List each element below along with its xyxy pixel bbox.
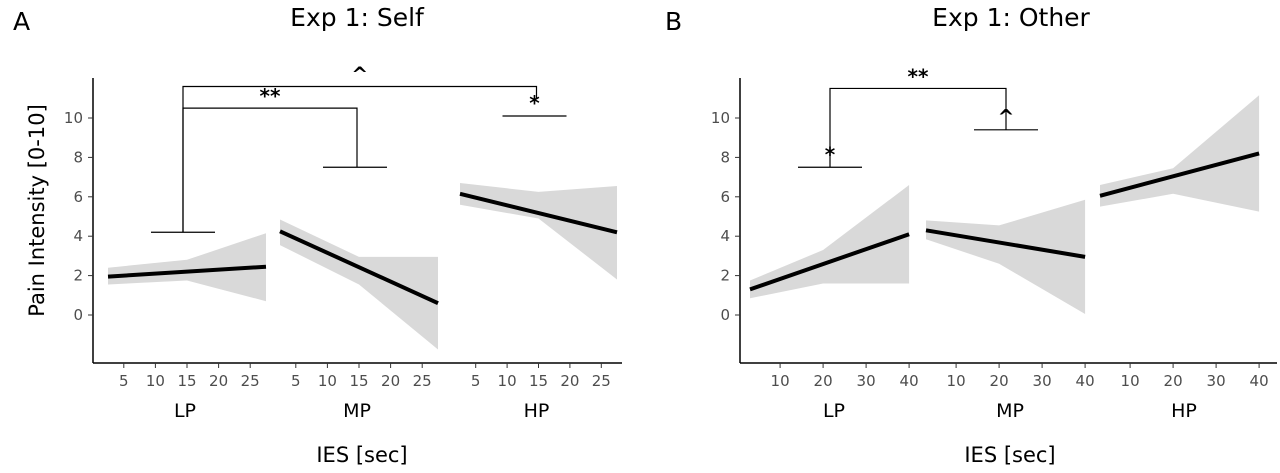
panel-letter: B bbox=[665, 7, 682, 36]
significance-label: ^ bbox=[998, 105, 1015, 129]
x-tick-label: 10 bbox=[947, 372, 966, 390]
confidence-band-hp bbox=[1100, 95, 1260, 212]
significance-bracket bbox=[182, 85, 538, 233]
group-label-hp: HP bbox=[1171, 400, 1197, 422]
confidence-band-mp bbox=[926, 199, 1086, 314]
x-tick-label: 20 bbox=[1164, 372, 1183, 390]
x-tick-label: 30 bbox=[1033, 372, 1052, 390]
x-tick-label: 5 bbox=[471, 372, 481, 390]
group-label-lp: LP bbox=[823, 400, 845, 422]
y-tick-label: 4 bbox=[73, 227, 83, 245]
y-tick-label: 8 bbox=[720, 148, 730, 166]
panel-title: Exp 1: Other bbox=[932, 3, 1090, 32]
significance-bracket bbox=[829, 87, 1007, 168]
x-tick-label: 40 bbox=[1250, 372, 1269, 390]
x-tick-label: 30 bbox=[1207, 372, 1226, 390]
x-tick-label: 20 bbox=[560, 372, 579, 390]
y-tick-label: 0 bbox=[73, 306, 83, 324]
x-axis-label: IES [sec] bbox=[316, 443, 407, 467]
y-tick-label: 2 bbox=[73, 267, 83, 285]
y-tick-label: 8 bbox=[73, 148, 83, 166]
confidence-band-mp bbox=[280, 219, 438, 350]
confidence-band-lp bbox=[750, 185, 910, 299]
x-tick-label: 15 bbox=[349, 372, 368, 390]
x-tick-label: 5 bbox=[119, 372, 129, 390]
x-tick-label: 10 bbox=[146, 372, 165, 390]
regression-line-mp bbox=[279, 229, 439, 306]
regression-line-hp bbox=[1099, 151, 1260, 198]
x-tick-label: 40 bbox=[900, 372, 919, 390]
x-tick-label: 25 bbox=[241, 372, 260, 390]
y-tick-label: 0 bbox=[720, 306, 730, 324]
group-label-mp: MP bbox=[343, 400, 371, 422]
confidence-band-lp bbox=[108, 233, 266, 302]
x-tick-label: 40 bbox=[1076, 372, 1095, 390]
significance-label: ** bbox=[908, 64, 929, 88]
y-tick-label: 6 bbox=[720, 188, 730, 206]
x-tick-label: 15 bbox=[529, 372, 548, 390]
y-tick-label: 10 bbox=[711, 109, 730, 127]
y-tick-label: 6 bbox=[73, 188, 83, 206]
panel-title: Exp 1: Self bbox=[290, 3, 425, 32]
regression-line-mp bbox=[925, 228, 1086, 259]
x-tick-label: 25 bbox=[592, 372, 611, 390]
x-tick-label: 10 bbox=[771, 372, 790, 390]
x-tick-label: 20 bbox=[381, 372, 400, 390]
x-tick-label: 10 bbox=[1121, 372, 1140, 390]
x-tick-label: 30 bbox=[857, 372, 876, 390]
significance-bracket bbox=[182, 107, 358, 233]
significance-label: * bbox=[825, 142, 836, 166]
regression-line-lp bbox=[107, 264, 267, 279]
group-label-hp: HP bbox=[524, 400, 550, 422]
regression-line-lp bbox=[749, 232, 910, 292]
confidence-band-hp bbox=[460, 183, 617, 280]
regression-line-hp bbox=[459, 191, 618, 235]
panel-letter: A bbox=[13, 7, 30, 36]
x-tick-label: 15 bbox=[177, 372, 196, 390]
x-tick-label: 5 bbox=[291, 372, 301, 390]
x-tick-label: 10 bbox=[498, 372, 517, 390]
x-axis-label: IES [sec] bbox=[964, 443, 1055, 467]
x-tick-label: 20 bbox=[209, 372, 228, 390]
group-label-mp: MP bbox=[996, 400, 1024, 422]
y-tick-label: 2 bbox=[720, 267, 730, 285]
x-tick-label: 10 bbox=[318, 372, 337, 390]
x-tick-label: 25 bbox=[413, 372, 432, 390]
significance-label: ** bbox=[260, 84, 281, 108]
y-tick-label: 4 bbox=[720, 227, 730, 245]
y-tick-label: 10 bbox=[64, 109, 83, 127]
x-tick-label: 20 bbox=[990, 372, 1009, 390]
y-axis-label: Pain Intensity [0-10] bbox=[25, 104, 49, 317]
significance-label: * bbox=[529, 91, 540, 115]
x-tick-label: 20 bbox=[814, 372, 833, 390]
significance-label: ^ bbox=[351, 62, 368, 86]
group-label-lp: LP bbox=[174, 400, 196, 422]
